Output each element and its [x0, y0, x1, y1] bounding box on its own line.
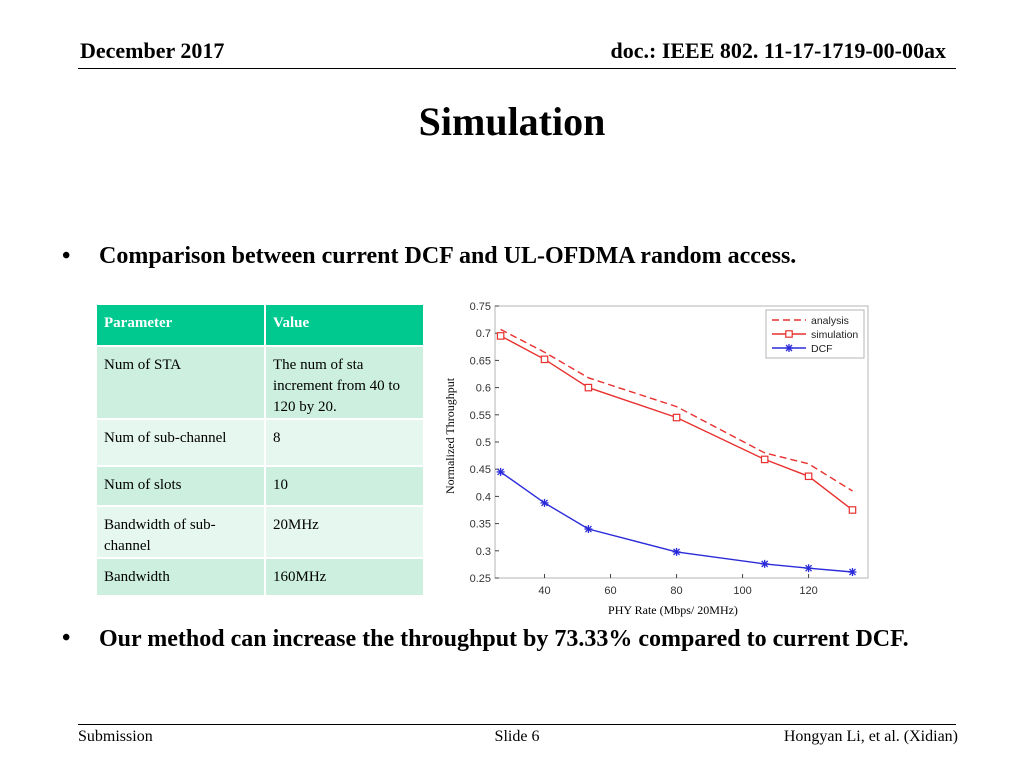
table-cell: Num of slots [95, 465, 266, 507]
header-rule [78, 68, 956, 69]
header-doc-id: doc.: IEEE 802. 11-17-1719-00-00ax [610, 38, 947, 63]
parameter-table: Parameter Value Num of STA The num of st… [95, 303, 425, 597]
data-point [848, 506, 857, 514]
data-point [804, 472, 813, 481]
data-point-stroke [761, 560, 769, 568]
bullet-text: Comparison between current DCF and UL-OF… [99, 243, 797, 269]
table-cell: The num of sta increment from 40 to 120 … [264, 345, 425, 420]
data-point-stroke [584, 525, 592, 533]
y-tick-label: 0.3 [476, 546, 491, 558]
y-tick-label: 0.5 [476, 437, 491, 449]
table-cell: Num of STA [95, 345, 266, 420]
x-tick-label: 80 [670, 585, 682, 597]
x-axis-label: PHY Rate (Mbps/ 20MHz) [608, 603, 738, 617]
bullet-item: • Comparison between current DCF and UL-… [62, 243, 962, 273]
x-tick-label: 40 [538, 585, 550, 597]
data-point [584, 383, 593, 392]
y-tick-label: 0.55 [470, 410, 491, 422]
table-header-cell: Value [264, 303, 425, 347]
data-point [584, 525, 593, 534]
table-cell: 20MHz [264, 505, 425, 559]
data-point-stroke [805, 564, 813, 572]
footer-authors: Hongyan Li, et al. (Xidian) [783, 728, 958, 745]
data-point [540, 355, 549, 364]
data-point [785, 330, 793, 338]
throughput-chart: 0.25 0.3 0.35 0.4 0.45 0.5 0.55 0.6 0.65 0.7 0.75 4… [443, 301, 869, 617]
footer-slide-number: Slide 6 [494, 728, 540, 745]
x-tick-label: 120 [799, 585, 817, 597]
data-point-stroke [785, 344, 793, 352]
x-tick-label: 100 [733, 585, 751, 597]
y-tick-label: 0.75 [470, 301, 491, 313]
table-row: Bandwidth 160MHz [95, 557, 425, 597]
bullet-text: Our method can increase the throughput b… [99, 626, 909, 652]
y-tick-label: 0.4 [476, 491, 491, 503]
data-point [848, 568, 857, 577]
y-tick-label: 0.7 [476, 328, 491, 340]
y-tick-label: 0.35 [470, 519, 491, 531]
bullet-marker: • [62, 243, 71, 269]
table-row: Bandwidth of sub-channel 20MHz [95, 505, 425, 559]
data-point [672, 413, 681, 422]
y-axis-label: Normalized Throughput [443, 377, 457, 494]
y-tick-label: 0.25 [470, 573, 491, 585]
data-point [496, 467, 505, 476]
y-tick-label: 0.6 [476, 383, 491, 395]
bullet-item: • Our method can increase the throughput… [62, 625, 962, 705]
legend-label: analysis [811, 315, 849, 327]
data-point [785, 344, 793, 352]
y-tick-label: 0.45 [470, 464, 491, 476]
table-header-row: Parameter Value [95, 303, 425, 347]
data-point-stroke [497, 468, 505, 476]
data-point-stroke [673, 548, 681, 556]
y-tick-label: 0.65 [470, 355, 491, 367]
legend-label: DCF [811, 343, 833, 355]
legend-label: simulation [811, 329, 858, 341]
table-cell: Bandwidth of sub-channel [95, 505, 266, 559]
footer-submission: Submission [78, 728, 153, 745]
data-point [672, 547, 681, 556]
table-row: Num of STA The num of sta increment from… [95, 345, 425, 420]
bullet-marker: • [62, 625, 71, 651]
table-cell: 160MHz [264, 557, 425, 597]
header-date: December 2017 [80, 38, 225, 63]
data-point [540, 498, 549, 507]
data-point [760, 559, 769, 568]
series-line-analysis [500, 328, 853, 492]
x-tick-label: 60 [604, 585, 616, 597]
data-point-stroke [541, 499, 548, 507]
data-point [760, 455, 769, 464]
table-row: Num of sub-channel 8 [95, 418, 425, 467]
table-header-cell: Parameter [95, 303, 266, 347]
data-point [496, 332, 505, 340]
table-row: Num of slots 10 [95, 465, 425, 507]
table-cell: Num of sub-channel [95, 418, 266, 467]
table-cell: 10 [264, 465, 425, 507]
data-point [804, 564, 813, 573]
data-point-stroke [849, 568, 856, 576]
footer-rule [78, 724, 956, 725]
table-cell: 8 [264, 418, 425, 467]
table-cell: Bandwidth [95, 557, 266, 597]
slide-title: Simulation [418, 99, 606, 144]
